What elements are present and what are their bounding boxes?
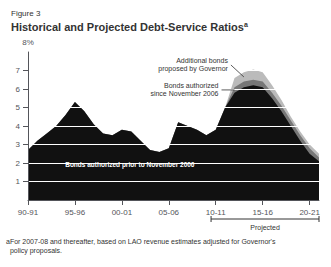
svg-text:Bonds authorized: Bonds authorized bbox=[164, 82, 219, 89]
svg-text:aFor 2007-08 and thereafter, b: aFor 2007-08 and thereafter, based on LA… bbox=[6, 238, 276, 246]
svg-text:15-16: 15-16 bbox=[252, 208, 273, 217]
svg-text:20-21: 20-21 bbox=[299, 208, 320, 217]
svg-text:1: 1 bbox=[16, 177, 21, 186]
svg-text:Historical and Projected Debt-: Historical and Projected Debt-Service Ra… bbox=[11, 21, 244, 33]
svg-text:Bonds authorized prior to Nove: Bonds authorized prior to November 2006 bbox=[65, 161, 195, 169]
svg-text:Additional bonds: Additional bonds bbox=[176, 57, 228, 64]
svg-text:95-96: 95-96 bbox=[65, 208, 86, 217]
svg-text:10-11: 10-11 bbox=[206, 208, 226, 217]
svg-text:05-06: 05-06 bbox=[159, 208, 180, 217]
svg-text:policy proposals.: policy proposals. bbox=[6, 247, 62, 255]
svg-text:Projected: Projected bbox=[250, 224, 280, 232]
svg-text:8%: 8% bbox=[22, 38, 34, 47]
svg-text:00-01: 00-01 bbox=[112, 208, 133, 217]
svg-text:a: a bbox=[244, 21, 248, 28]
svg-text:3: 3 bbox=[16, 140, 21, 149]
svg-text:2: 2 bbox=[16, 159, 21, 168]
svg-text:4: 4 bbox=[16, 122, 21, 131]
svg-text:6: 6 bbox=[16, 85, 21, 94]
svg-text:proposed by Governor: proposed by Governor bbox=[158, 65, 228, 73]
svg-text:7: 7 bbox=[16, 66, 21, 75]
svg-text:90-91: 90-91 bbox=[18, 208, 39, 217]
svg-text:Figure 3: Figure 3 bbox=[11, 9, 41, 18]
svg-text:5: 5 bbox=[16, 103, 21, 112]
svg-text:since November 2006: since November 2006 bbox=[150, 90, 218, 97]
